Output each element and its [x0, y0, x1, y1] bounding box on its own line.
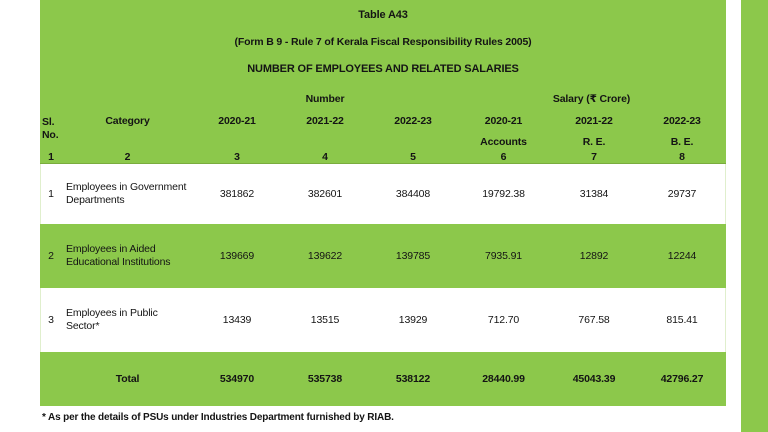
col-number-5: 5: [410, 150, 416, 163]
cell-salary-2022-23: 815.41: [666, 314, 698, 326]
table-row: 2 Employees in Aided Educational Institu…: [40, 224, 726, 288]
sl-no-line2: No.: [42, 128, 59, 141]
total-salary-2020-21: 28440.99: [482, 373, 525, 385]
cell-salary-2020-21: 19792.38: [482, 188, 525, 200]
cell-number-2022-23: 384408: [395, 188, 431, 200]
cell-salary-2022-23: 12244: [667, 250, 697, 262]
cell-number-2022-23: 13929: [398, 314, 428, 326]
adjacent-page-strip: [741, 0, 768, 432]
column-headers: Number Salary (₹ Crore) Sl. No. Category…: [40, 90, 726, 164]
col-header-salary-2022-23: 2022-23: [663, 115, 701, 127]
category-line: Employees in Public Sector*: [66, 306, 158, 333]
cell-number-2020-21: 13439: [222, 314, 252, 326]
total-number-2021-22: 535738: [307, 373, 343, 385]
col-header-number-2021-22: 2021-22: [306, 115, 344, 127]
group-header-salary: Salary (₹ Crore): [552, 93, 631, 105]
col-number-2: 2: [124, 150, 131, 163]
cell-salary-2021-22: 767.58: [578, 314, 610, 326]
cell-number-2021-22: 139622: [307, 250, 343, 262]
total-number-2022-23: 538122: [395, 373, 431, 385]
table-title: Table A43: [358, 9, 408, 21]
total-salary-2022-23: 42796.27: [660, 373, 704, 385]
col-subheader-be: B. E.: [670, 135, 694, 148]
table-total-row: Total 534970 535738 538122 28440.99 4504…: [40, 352, 726, 406]
col-header-salary-2021-22: 2021-22: [575, 115, 613, 127]
cell-sl-no: 2: [48, 250, 54, 262]
cell-salary-2020-21: 7935.91: [485, 250, 522, 262]
col-number-1: 1: [48, 150, 54, 163]
col-header-number-2022-23: 2022-23: [394, 115, 432, 127]
col-header-sl-no: Sl. No.: [40, 108, 62, 149]
category-line: Employees in Government: [66, 180, 187, 193]
category-line: Employees in Aided: [66, 242, 156, 255]
cell-sl-no: 3: [48, 314, 54, 326]
col-subheader-re: R. E.: [582, 135, 606, 148]
col-number-8: 8: [679, 150, 685, 163]
total-salary-2021-22: 45043.39: [572, 373, 616, 385]
col-header-salary-2020-21: 2020-21: [484, 115, 523, 127]
table-header-block: Table A43 (Form B 9 - Rule 7 of Kerala F…: [40, 0, 726, 164]
cell-category: Employees in Public Sector*: [62, 288, 193, 352]
col-header-category: Category: [105, 115, 150, 127]
table-heading: NUMBER OF EMPLOYEES AND RELATED SALARIES: [247, 63, 519, 75]
category-line: Departments: [66, 194, 125, 206]
cell-number-2020-21: 139669: [219, 250, 255, 262]
table-a43: Table A43 (Form B 9 - Rule 7 of Kerala F…: [40, 0, 726, 423]
footnote: * As per the details of PSUs under Indus…: [42, 412, 394, 423]
col-number-7: 7: [591, 150, 597, 163]
col-number-6: 6: [500, 150, 507, 163]
cell-category: Employees in Aided Educational Instituti…: [62, 224, 193, 288]
category-line: Educational Institutions: [66, 256, 171, 268]
col-header-number-2020-21: 2020-21: [218, 115, 256, 127]
col-number-4: 4: [322, 150, 328, 163]
cell-salary-2021-22: 31384: [579, 188, 609, 200]
cell-number-2021-22: 382601: [307, 188, 343, 200]
cell-number-2020-21: 381862: [219, 188, 255, 200]
group-header-number: Number: [305, 93, 345, 105]
total-number-2020-21: 534970: [219, 373, 255, 385]
cell-salary-2020-21: 712.70: [487, 314, 520, 326]
cell-number-2021-22: 13515: [310, 314, 340, 326]
sl-no-line1: Sl.: [42, 115, 55, 128]
col-number-3: 3: [234, 150, 240, 163]
table-subtitle: (Form B 9 - Rule 7 of Kerala Fiscal Resp…: [234, 36, 532, 48]
cell-sl-no: 1: [48, 188, 54, 200]
cell-category: Employees in Government Departments: [62, 164, 193, 224]
table-row: 1 Employees in Government Departments 38…: [40, 164, 726, 224]
cell-number-2022-23: 139785: [395, 250, 431, 262]
table-row: 3 Employees in Public Sector* 13439 1351…: [40, 288, 726, 352]
col-subheader-accounts: Accounts: [480, 135, 527, 148]
total-label: Total: [115, 373, 140, 385]
group-header-spacer: [40, 90, 193, 108]
cell-salary-2022-23: 29737: [667, 188, 697, 200]
cell-salary-2021-22: 12892: [579, 250, 609, 262]
